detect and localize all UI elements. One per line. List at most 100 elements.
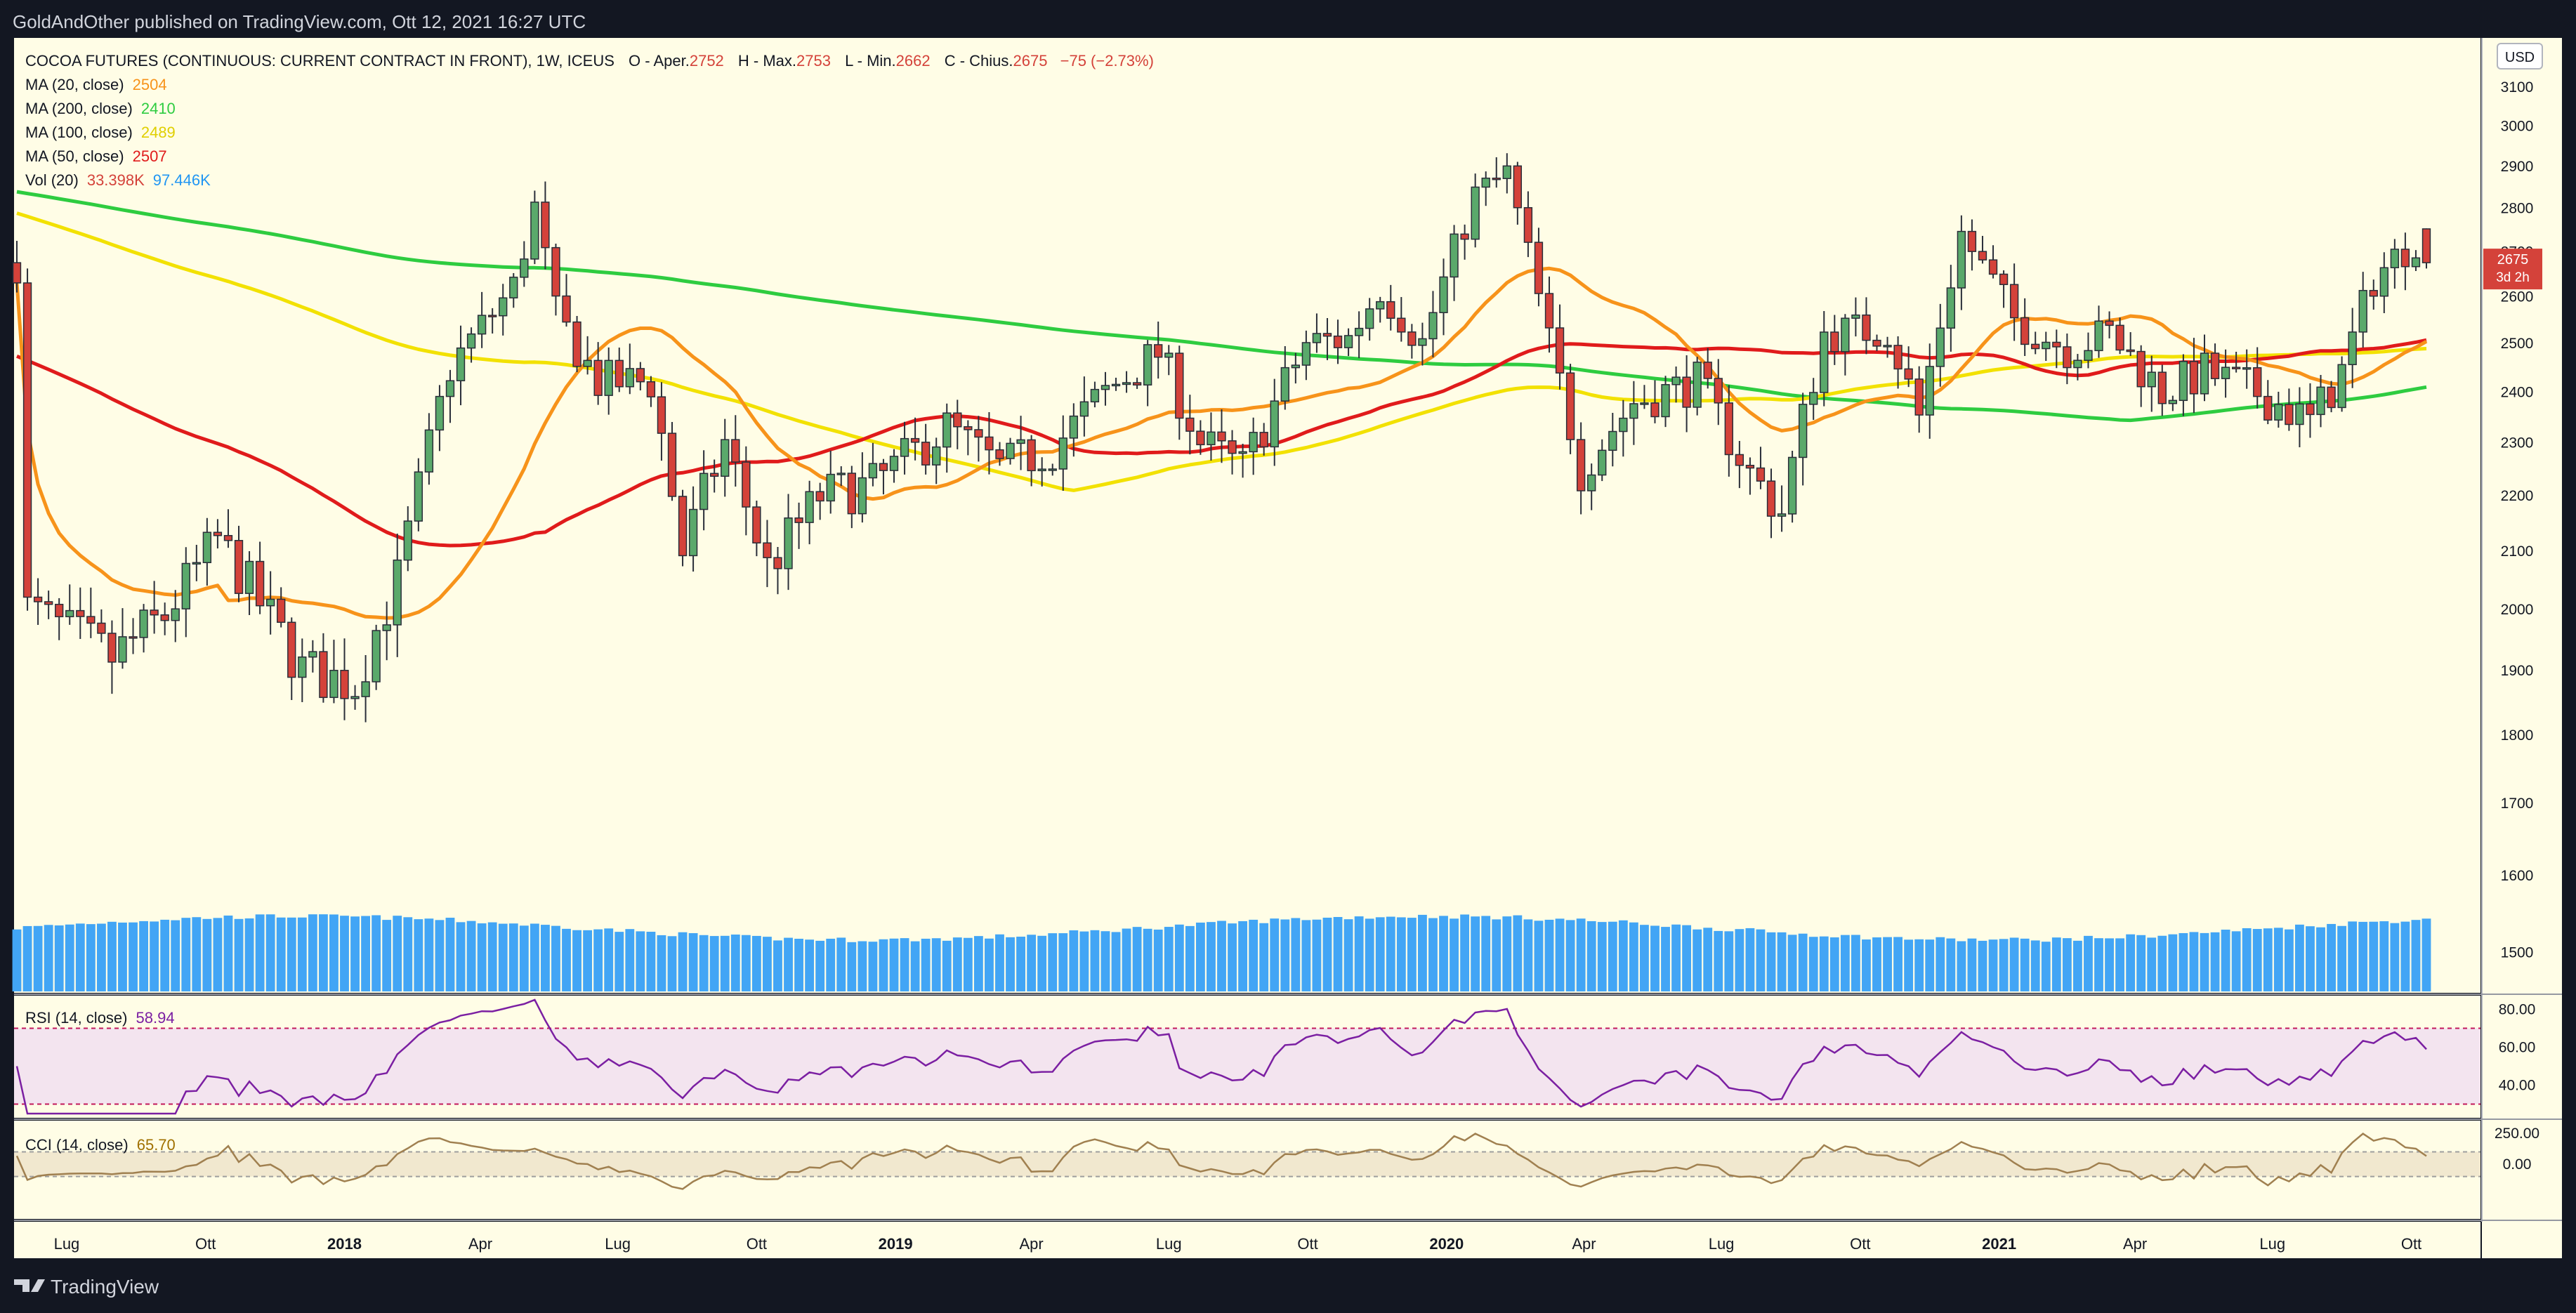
candle-body — [657, 396, 666, 434]
price-tick-label: 2600 — [2501, 289, 2534, 305]
volume-bar — [995, 934, 1004, 991]
candle-body — [139, 609, 148, 638]
volume-bar — [2358, 921, 2368, 991]
candlestick — [499, 284, 508, 336]
price-tick-label: 2300 — [2501, 435, 2534, 451]
volume-bar — [2400, 921, 2410, 991]
candlestick — [530, 190, 539, 265]
candle-body — [974, 429, 983, 438]
candlestick — [721, 418, 730, 497]
time-tick-label: Lug — [54, 1235, 80, 1253]
candlestick — [1714, 359, 1723, 425]
candlestick — [1555, 304, 1565, 390]
volume-bar — [2421, 918, 2431, 991]
candle-body — [1460, 233, 1469, 240]
volume-bar — [1122, 928, 1131, 991]
rsi-indicator — [15, 998, 2427, 1115]
candle-body — [615, 359, 624, 388]
tradingview-logo[interactable]: TradingView — [14, 1276, 159, 1298]
candlestick — [2136, 345, 2145, 407]
volume-bar — [2390, 923, 2400, 991]
rsi-tick-label: 40.00 — [2499, 1078, 2536, 1094]
candlestick — [836, 466, 846, 487]
legend-ma100[interactable]: MA (100, close) 2489 — [25, 124, 176, 141]
volume-bar — [2168, 934, 2178, 991]
candle-body — [2126, 349, 2135, 352]
candlestick — [1037, 457, 1046, 487]
legend-ma200[interactable]: MA (200, close) 2410 — [25, 100, 176, 117]
candle-body — [76, 609, 85, 617]
candle-body — [12, 262, 22, 284]
time-axis[interactable]: Lug Ott 2018 Apr Lug Ott 2019 Apr Lug Ott 2020 Apr L… — [54, 1235, 2422, 1253]
volume-bar — [1661, 927, 1670, 991]
volume-bar — [1016, 937, 1026, 991]
candle-body — [1787, 456, 1797, 515]
candle-body — [1598, 449, 1607, 476]
candle-body — [2020, 317, 2030, 345]
volume-bar — [773, 940, 782, 991]
candle-body — [2210, 352, 2220, 379]
candle-body — [1936, 327, 1945, 367]
candle-body — [393, 559, 402, 626]
volume-bar — [2242, 928, 2252, 991]
volume-bar — [265, 914, 275, 991]
legend-ma20[interactable]: MA (20, close) 2504 — [25, 76, 167, 93]
legend-high-label: H - Max. — [738, 52, 796, 70]
candlestick — [1693, 357, 1702, 416]
candlestick — [678, 489, 688, 567]
candle-body — [2369, 289, 2378, 297]
price-axis[interactable]: 3200310030002900280027002600250024002300… — [14, 38, 2562, 1222]
volume-bars — [12, 914, 2431, 991]
candlestick — [1175, 345, 1184, 440]
volume-bar — [921, 938, 931, 991]
candlestick — [65, 584, 74, 625]
candlestick — [773, 547, 782, 595]
candle-body — [1820, 331, 1829, 393]
rsi-legend[interactable]: RSI (14, close) 58.94 — [25, 1009, 175, 1027]
volume-bar — [942, 940, 952, 991]
rsi-line — [15, 998, 2427, 1115]
volume-bar — [2115, 938, 2125, 991]
volume-bar — [1090, 930, 1100, 991]
candle-body — [562, 295, 571, 323]
candlestick — [2390, 239, 2400, 289]
volume-bar — [1217, 921, 1226, 991]
currency-badge[interactable] — [2497, 43, 2543, 70]
candle-body — [202, 532, 212, 564]
candlestick — [1988, 245, 1998, 279]
volume-bar — [1058, 933, 1068, 991]
candlestick — [107, 620, 117, 694]
candlestick — [815, 482, 824, 520]
cci-legend[interactable]: CCI (14, close) 65.70 — [25, 1136, 176, 1154]
volume-bar — [1132, 927, 1142, 991]
volume-bar — [2179, 932, 2188, 991]
candle-body — [1883, 345, 1892, 348]
candlestick — [921, 423, 931, 475]
volume-bar — [456, 922, 466, 991]
candle-body — [2263, 395, 2273, 421]
legend-symbol-line: COCOA FUTURES (CONTINUOUS: CURRENT CONTR… — [25, 52, 1154, 70]
volume-bar — [1343, 919, 1353, 991]
candlestick — [1925, 343, 1934, 439]
candle-body — [710, 473, 719, 477]
candle-body — [593, 359, 603, 396]
volume-bar — [1640, 925, 1649, 991]
candle-body — [340, 669, 349, 699]
candlestick — [1809, 378, 1818, 421]
candle-body — [2200, 352, 2209, 395]
candle-body — [255, 560, 265, 607]
candle-body — [2221, 367, 2230, 379]
legend-ma50[interactable]: MA (50, close) 2507 — [25, 147, 167, 165]
volume-bar — [1492, 919, 1501, 991]
volume-bar — [1819, 936, 1829, 991]
candle-body — [1418, 338, 1427, 346]
candlestick — [953, 400, 962, 449]
volume-bar — [1417, 914, 1427, 991]
volume-bar — [667, 936, 677, 991]
candle-body — [1228, 440, 1237, 454]
volume-bar — [1999, 939, 2009, 991]
candlestick — [2168, 395, 2178, 411]
time-tick-label: 2019 — [879, 1235, 913, 1253]
legend-volume[interactable]: Vol (20) 33.398K 97.446K — [25, 171, 211, 189]
